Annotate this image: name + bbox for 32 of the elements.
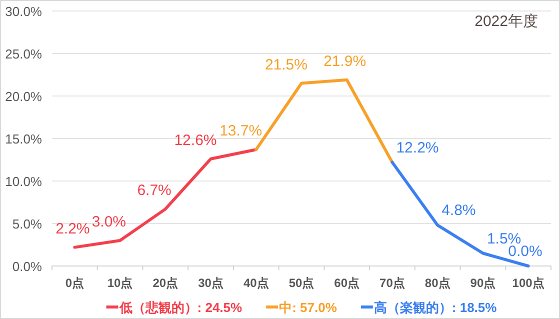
y-tick-label: 10.0% [5,174,42,189]
data-label: 21.9% [324,52,366,70]
x-tick-label: 20点 [152,276,178,290]
x-tick-label: 0点 [65,276,84,290]
x-tick-label: 90点 [470,276,496,290]
legend-label: 中: 57.0% [279,300,338,315]
y-tick-label: 15.0% [5,132,42,146]
data-label: 12.2% [396,139,439,156]
x-tick-label: 50点 [288,276,314,290]
x-tick-label: 80点 [424,276,450,290]
data-label: 4.8% [442,202,476,220]
data-label: 3.0% [92,214,126,230]
data-label: 21.5% [264,56,308,74]
x-tick-label: 40点 [243,276,269,290]
y-tick-label: 0.0% [12,259,42,274]
x-tick-label: 70点 [380,276,405,290]
data-label: 2.2% [56,220,90,238]
chart-title: 2022年度 [474,13,538,30]
data-label: 12.6% [174,132,217,149]
y-tick-label: 30.0% [5,4,42,19]
legend-label: 低（悲観的）: 24.5% [118,300,243,315]
data-label: 13.7% [220,122,262,140]
y-tick-label: 5.0% [12,216,42,232]
x-tick-label: 100点 [512,276,544,290]
data-label: 6.7% [137,182,172,200]
data-label: 0.0% [508,243,542,260]
y-tick-label: 25.0% [5,46,42,62]
legend-label: 高（楽観的）: 18.5% [374,300,498,315]
x-tick-label: 30点 [198,276,224,290]
y-tick-label: 20.0% [5,89,42,104]
x-tick-label: 60点 [334,276,360,290]
x-tick-label: 10点 [107,276,133,290]
